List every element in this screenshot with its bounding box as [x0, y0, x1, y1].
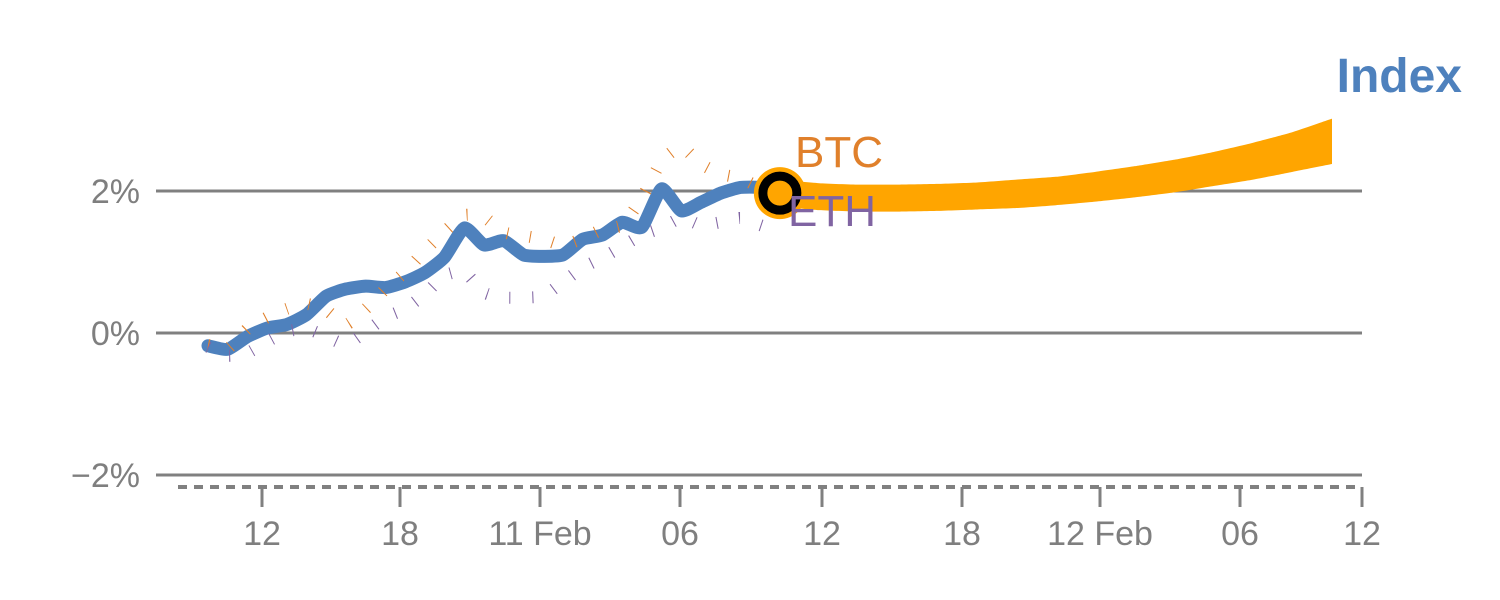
x-axis-tick-label: 12 Feb [1047, 515, 1153, 553]
x-axis-tick-label: 18 [381, 515, 419, 553]
xtick-marks-group [260, 487, 1364, 507]
page-title: Index [1337, 50, 1463, 103]
x-axis-tick-label: 12 [803, 515, 841, 553]
x-axis-tick-label: 12 [243, 515, 281, 553]
y-axis-tick-label: 0% [91, 315, 140, 353]
gridlines-group [178, 189, 1362, 477]
x-axis-tick-label: 06 [661, 515, 699, 553]
series-line-index [201, 180, 787, 356]
x-axis-tick-label: 18 [943, 515, 981, 553]
ytick-marks-group [156, 189, 178, 477]
current-point-ring[interactable] [758, 171, 802, 215]
legend-label-btc: BTC [795, 128, 883, 177]
y-axis-labels-group: 2% 0% −2% [71, 173, 140, 495]
data-series-group [201, 140, 787, 362]
current-point-marker-group[interactable] [753, 167, 806, 220]
forecast-band-group [779, 118, 1332, 212]
x-axis-labels-group: 12 18 11 Feb 06 12 18 12 Feb 06 12 [243, 515, 1381, 553]
y-axis-tick-label: −2% [71, 457, 140, 495]
y-axis-tick-label: 2% [91, 173, 140, 211]
forecast-band [779, 118, 1332, 212]
x-axis-tick-label: 12 [1343, 515, 1381, 553]
x-axis-tick-label: 11 Feb [488, 515, 591, 553]
legend-label-eth: ETH [788, 187, 876, 236]
x-axis-tick-label: 06 [1221, 515, 1259, 553]
